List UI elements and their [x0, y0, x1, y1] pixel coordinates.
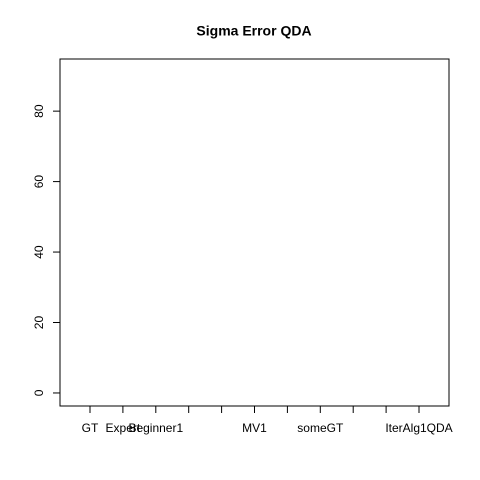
x-tick-label: IterAlg1QDA	[385, 421, 452, 435]
x-tick-label: Beginner1	[128, 421, 183, 435]
y-tick-label: 0	[32, 389, 46, 396]
y-tick-label: 80	[32, 104, 46, 118]
x-tick-label: GT	[82, 421, 99, 435]
x-tick-label: MV1	[242, 421, 267, 435]
y-tick-label: 20	[32, 316, 46, 330]
y-tick-label: 40	[32, 245, 46, 259]
chart-title: Sigma Error QDA	[196, 23, 311, 39]
x-tick-label: Expert	[106, 421, 141, 435]
y-tick-label: 60	[32, 175, 46, 189]
x-tick-label: someGT	[297, 421, 344, 435]
